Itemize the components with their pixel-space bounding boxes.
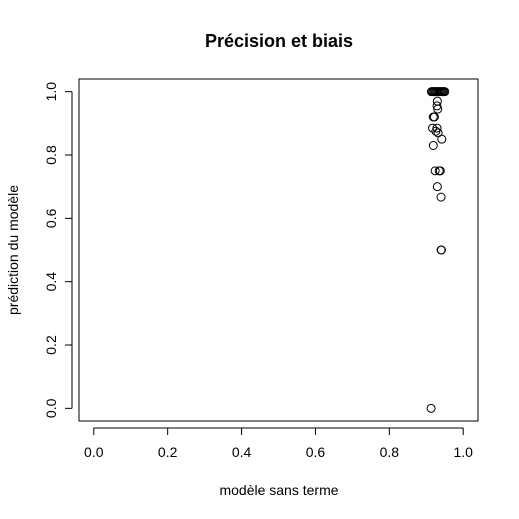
x-tick-label-2: 0.4	[232, 444, 252, 460]
x-tick-label-5: 1.0	[453, 444, 473, 460]
y-tick-label-1: 0.2	[43, 335, 59, 355]
data-point-30	[436, 245, 446, 255]
x-axis: 0.0 0.2 0.4 0.6 0.8 1.0	[84, 427, 473, 460]
x-tick-label-1: 0.2	[158, 444, 178, 460]
y-tick-label-4: 0.8	[43, 145, 59, 165]
y-axis-label: prédiction du modèle	[5, 185, 21, 315]
x-axis-label: modèle sans terme	[219, 482, 338, 498]
y-axis: 0.0 0.2 0.4 0.6 0.8 1.0	[43, 82, 73, 418]
data-point-17	[429, 112, 439, 122]
data-point-20	[431, 126, 441, 136]
data-point-15	[433, 104, 443, 114]
y-tick-label-0: 0.0	[43, 398, 59, 418]
data-point-23	[428, 141, 438, 150]
data-point-18	[428, 123, 438, 133]
data-point-14	[432, 101, 442, 111]
y-tick-label-3: 0.6	[43, 208, 59, 228]
x-tick-label-4: 0.8	[380, 444, 400, 460]
y-tick-label-2: 0.4	[43, 272, 59, 292]
data-point-22	[437, 134, 447, 144]
data-point-24	[430, 166, 440, 176]
y-tick-label-5: 1.0	[43, 82, 59, 102]
data-point-31	[426, 403, 436, 413]
data-point-28	[436, 192, 446, 202]
data-point-27	[432, 182, 442, 192]
chart-title: Précision et biais	[205, 31, 353, 51]
x-tick-label-3: 0.6	[306, 444, 326, 460]
data-points	[426, 87, 450, 413]
plot-frame	[78, 78, 479, 422]
x-tick-label-0: 0.0	[84, 444, 104, 460]
data-point-26	[435, 166, 445, 176]
data-point-12	[440, 87, 450, 97]
